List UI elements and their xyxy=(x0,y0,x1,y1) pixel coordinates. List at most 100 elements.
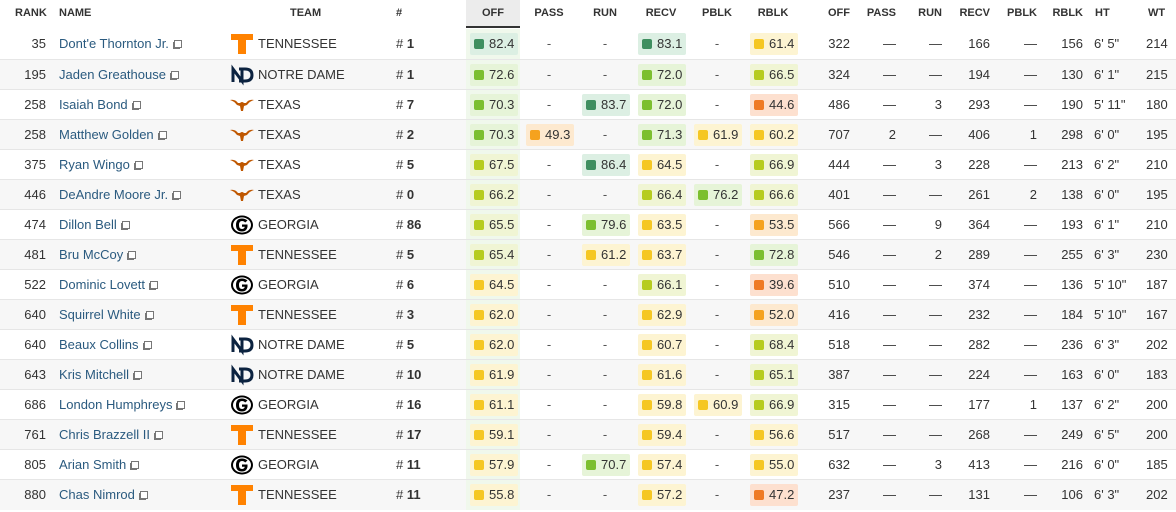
player-name-link[interactable]: London Humphreys xyxy=(59,390,186,420)
player-name[interactable]: Bru McCoy xyxy=(59,247,124,262)
header-weight[interactable]: WT xyxy=(1148,7,1166,19)
run-snaps-value: 2 xyxy=(934,247,942,262)
external-link-icon[interactable] xyxy=(133,161,143,170)
external-link-icon[interactable] xyxy=(130,461,140,470)
player-name[interactable]: Dominic Lovett xyxy=(59,277,145,292)
player-name-link[interactable]: Ryan Wingo xyxy=(59,150,143,180)
header-recv-snaps[interactable]: RECV xyxy=(959,7,990,19)
run-snaps-value: 9 xyxy=(934,217,942,232)
external-link-icon[interactable] xyxy=(154,431,164,440)
player-name[interactable]: Squirrel White xyxy=(59,307,141,322)
header-run-grade[interactable]: RUN xyxy=(593,7,617,19)
run-grade-badge: 86.4 xyxy=(582,154,630,176)
player-name[interactable]: Jaden Greathouse xyxy=(59,67,166,82)
player-name-link[interactable]: Arian Smith xyxy=(59,450,140,480)
rblk-snaps-value: 136 xyxy=(1061,277,1083,292)
grade-color-indicator xyxy=(586,220,596,230)
external-link-icon[interactable] xyxy=(148,281,158,290)
external-link-icon[interactable] xyxy=(131,101,141,110)
header-pblk-grade[interactable]: PBLK xyxy=(702,7,732,19)
pblk-snaps-value: — xyxy=(1024,277,1037,292)
player-name-link[interactable]: Dominic Lovett xyxy=(59,270,158,300)
header-pass-grade[interactable]: PASS xyxy=(534,7,564,19)
player-name-link[interactable]: Chris Brazzell II xyxy=(59,420,164,450)
table-row: 474 Dillon Bell GEORGIA # 86 65.5 - 79.6 63.5 - 5… xyxy=(0,209,1176,240)
pblk-grade-empty: - xyxy=(714,157,720,172)
player-name-link[interactable]: DeAndre Moore Jr. xyxy=(59,180,182,210)
rblk-grade-badge: 56.6 xyxy=(750,424,798,446)
off-grade-value: 65.4 xyxy=(489,247,515,262)
player-name[interactable]: Isaiah Bond xyxy=(59,97,128,112)
external-link-icon[interactable] xyxy=(133,371,143,380)
off-snaps-value: 566 xyxy=(828,217,850,232)
weight-value: 215 xyxy=(1146,67,1168,82)
player-name[interactable]: Ryan Wingo xyxy=(59,157,130,172)
external-link-icon[interactable] xyxy=(176,401,186,410)
georgia-logo-icon xyxy=(230,274,254,296)
player-name[interactable]: London Humphreys xyxy=(59,397,173,412)
player-name-link[interactable]: Isaiah Bond xyxy=(59,90,141,120)
pblk-grade-badge: 60.9 xyxy=(694,394,742,416)
header-name[interactable]: NAME xyxy=(59,7,92,19)
player-name-link[interactable]: Dont'e Thornton Jr. xyxy=(59,29,182,59)
player-name-link[interactable]: Squirrel White xyxy=(59,300,154,330)
run-snaps-value: — xyxy=(929,127,942,142)
header-off-snaps[interactable]: OFF xyxy=(828,7,850,19)
header-pass-snaps[interactable]: PASS xyxy=(866,7,896,19)
header-rblk-snaps[interactable]: RBLK xyxy=(1052,7,1083,19)
external-link-icon[interactable] xyxy=(157,131,167,140)
recv-snaps-value: 177 xyxy=(968,397,990,412)
player-name-link[interactable]: Bru McCoy xyxy=(59,240,137,270)
player-name-link[interactable]: Matthew Golden xyxy=(59,120,167,150)
rank-value: 474 xyxy=(24,217,46,232)
external-link-icon[interactable] xyxy=(138,491,148,500)
player-name-link[interactable]: Dillon Bell xyxy=(59,210,130,240)
grade-color-indicator xyxy=(642,430,652,440)
grade-color-indicator xyxy=(474,39,484,49)
grade-color-indicator xyxy=(586,250,596,260)
player-name[interactable]: Chas Nimrod xyxy=(59,487,135,502)
player-name-link[interactable]: Chas Nimrod xyxy=(59,480,148,510)
player-name[interactable]: Chris Brazzell II xyxy=(59,427,151,442)
external-link-icon[interactable] xyxy=(172,191,182,200)
weight-value: 167 xyxy=(1146,307,1168,322)
external-link-icon[interactable] xyxy=(127,251,137,260)
pblk-snaps-value: — xyxy=(1024,157,1037,172)
header-number[interactable]: # xyxy=(396,7,403,19)
header-rblk-grade[interactable]: RBLK xyxy=(757,7,789,19)
header-rank[interactable]: RANK xyxy=(15,7,47,19)
weight-value: 210 xyxy=(1146,217,1168,232)
header-off-grade[interactable]: OFF xyxy=(466,0,520,28)
header-pblk-snaps[interactable]: PBLK xyxy=(1007,7,1037,19)
off-snaps-value: 707 xyxy=(828,127,850,142)
header-height[interactable]: HT xyxy=(1095,7,1110,19)
external-link-icon[interactable] xyxy=(169,71,179,80)
jersey-number-value: 5 xyxy=(406,247,415,262)
rblk-grade-badge: 55.0 xyxy=(750,454,798,476)
header-run-snaps[interactable]: RUN xyxy=(918,7,942,19)
player-name[interactable]: DeAndre Moore Jr. xyxy=(59,187,169,202)
player-name[interactable]: Dont'e Thornton Jr. xyxy=(59,36,169,51)
pass-snaps-value: — xyxy=(883,67,896,82)
player-name[interactable]: Dillon Bell xyxy=(59,217,117,232)
table-row: 258 Matthew Golden TEXAS # 2 70.3 49.3 - 71.3 61… xyxy=(0,119,1176,150)
external-link-icon[interactable] xyxy=(142,341,152,350)
player-name[interactable]: Beaux Collins xyxy=(59,337,139,352)
recv-snaps-value: 224 xyxy=(968,367,990,382)
player-name-link[interactable]: Beaux Collins xyxy=(59,330,152,360)
player-name-link[interactable]: Kris Mitchell xyxy=(59,360,143,390)
off-grade-value: 59.1 xyxy=(489,427,515,442)
external-link-icon[interactable] xyxy=(172,40,182,49)
off-grade-value: 66.2 xyxy=(489,187,515,202)
external-link-icon[interactable] xyxy=(144,311,154,320)
external-link-icon[interactable] xyxy=(120,221,130,230)
player-name-link[interactable]: Jaden Greathouse xyxy=(59,60,179,90)
pblk-grade-badge: 61.9 xyxy=(694,124,742,146)
header-team[interactable]: TEAM xyxy=(290,7,322,19)
header-recv-grade[interactable]: RECV xyxy=(645,7,677,19)
player-name[interactable]: Arian Smith xyxy=(59,457,127,472)
player-name[interactable]: Kris Mitchell xyxy=(59,367,130,382)
player-name[interactable]: Matthew Golden xyxy=(59,127,154,142)
team-name: NOTRE DAME xyxy=(258,337,345,352)
